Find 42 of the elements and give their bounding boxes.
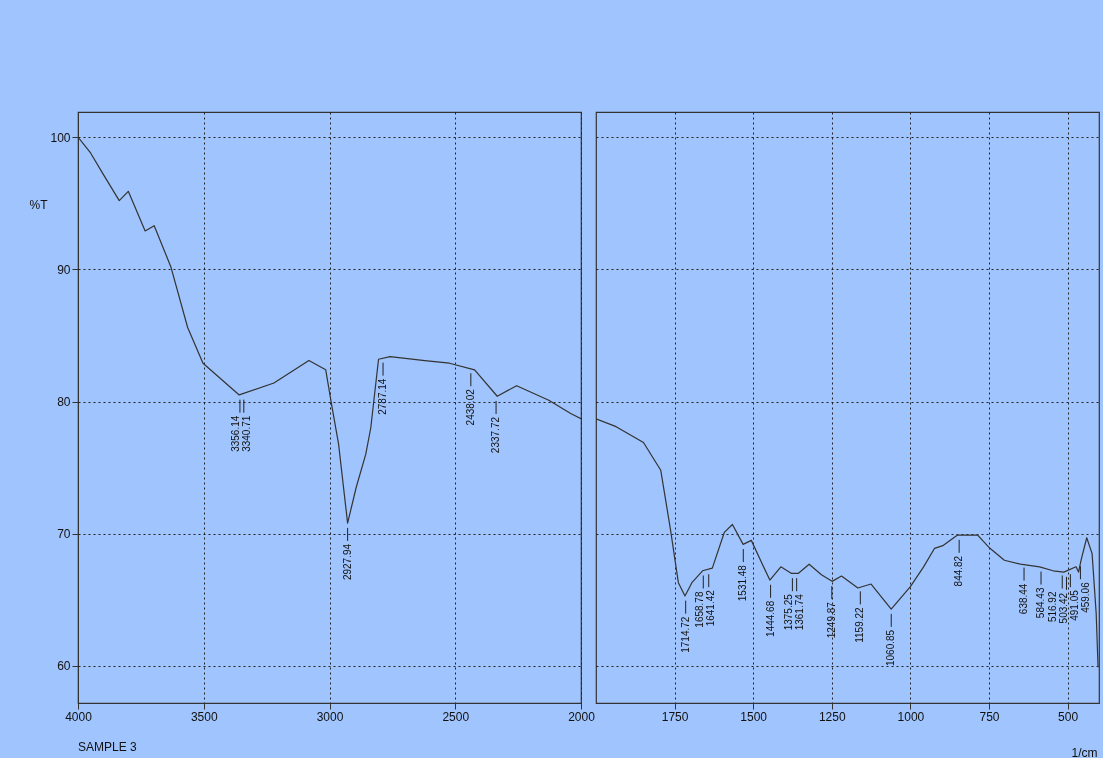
annotation: 1159.22 — [854, 606, 866, 643]
x-tick-label: 3500 — [190, 709, 218, 724]
x-tick-label: 500 — [1058, 709, 1079, 724]
annotation: 1060.85 — [885, 629, 897, 667]
x-tick-label: 2000 — [568, 709, 596, 724]
annotation: 2927.94 — [341, 543, 353, 581]
annotation: 1531.48 — [737, 564, 749, 602]
y-tick-label: 60 — [57, 659, 71, 674]
annotation: 491.05 — [1069, 589, 1081, 621]
annotation: 1375.25 — [783, 593, 795, 631]
y-tick-label: 90 — [57, 262, 71, 277]
annotation: 638.44 — [1018, 583, 1030, 615]
text: SAMPLE 3 — [78, 740, 138, 754]
annotation: 503.42 — [1058, 592, 1070, 624]
annotation: 1444.68 — [764, 600, 776, 637]
annotation: 2787.14 — [377, 378, 389, 415]
x-axis-title: 1/cm — [1071, 745, 1098, 758]
x-tick-label: 2500 — [442, 709, 470, 724]
x-tick-label: 1500 — [740, 709, 768, 724]
annotation: 2337.72 — [490, 416, 502, 454]
x-tick-label: 1750 — [661, 709, 689, 724]
annotation: 516.92 — [1047, 591, 1059, 623]
annotation: 1641.42 — [705, 589, 717, 627]
x-tick-label: 4000 — [65, 709, 93, 724]
annotation: 3356.14 — [230, 415, 242, 452]
annotation: 1361.74 — [794, 593, 806, 631]
y-tick-label: 70 — [57, 527, 71, 542]
x-tick-label: 750 — [979, 709, 1000, 724]
y-tick-label: 100 — [50, 130, 71, 145]
annotation: 1249.87 — [825, 601, 837, 639]
annotation: 844.82 — [953, 555, 965, 587]
annotation: 2438.02 — [464, 388, 476, 426]
annotation: 3340.71 — [241, 415, 253, 452]
y-axis-title: %T — [29, 197, 49, 212]
annotation: 459.06 — [1080, 581, 1092, 613]
x-tick-label: 1250 — [818, 709, 846, 724]
annotation: 1658.78 — [694, 591, 706, 628]
x-tick-label: 3000 — [316, 709, 344, 724]
y-tick-label: 80 — [57, 395, 71, 410]
annotation: 1714.72 — [679, 616, 691, 653]
x-tick-label: 1000 — [897, 709, 925, 724]
annotation: 584.43 — [1035, 587, 1047, 619]
